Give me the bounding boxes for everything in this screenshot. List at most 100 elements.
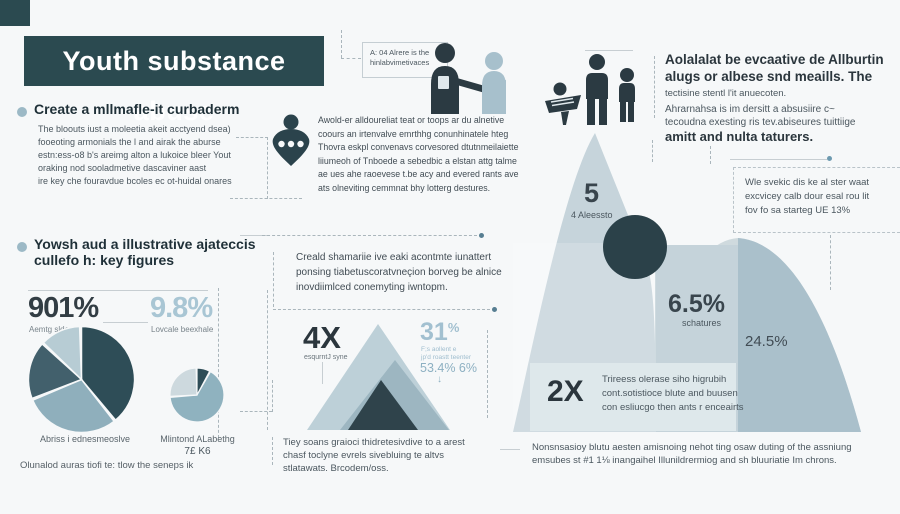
connector-dash: [230, 198, 302, 199]
text-line: ats olneviting cemmnat bhy lotterg destu…: [318, 182, 491, 193]
peak-shape: [513, 133, 656, 432]
bullet-icon: [17, 107, 27, 117]
text-line: estn:ess-o8 b's areimg alton a lukoice b…: [38, 150, 231, 160]
stat-98-label: Lovcale beexhale: [151, 325, 214, 334]
stat-65-value: 6.5%: [668, 290, 725, 318]
connector-dash: [487, 330, 488, 418]
stat-31-sub1: F;s aollent e: [421, 346, 457, 353]
pie2-slice-light: [169, 367, 198, 398]
corner-accent-block: [0, 0, 30, 26]
text-line: ae ues ahe raoevese t.be acy and evered …: [318, 169, 519, 179]
pie2-caption: Mlintond ALabethg: [160, 434, 235, 444]
right-intro-bold1: Aolalalat be evcaative de Allburtin: [665, 52, 884, 67]
text-line: ire key che fouravdue bcoles ec ot-huida…: [38, 176, 232, 186]
connector-dash: [654, 56, 655, 118]
stat-31-unit: %: [447, 320, 460, 335]
triangle-footnote: Tiey soans graioci thidretesivdive to a …: [283, 436, 465, 475]
right-intro-bold2: alugs or albese snd meaills. The: [665, 69, 873, 84]
pie-chart-small: [169, 367, 225, 423]
pie2-slice-medium: [169, 370, 225, 423]
connector-line: [103, 322, 148, 323]
connector-dash: [218, 288, 219, 438]
connector-dash: [273, 252, 274, 307]
stats-divider: [28, 290, 208, 291]
pie1-slice-dark-slate: [27, 342, 83, 400]
three-figures-icon: [545, 54, 635, 125]
pie-chart-large: [27, 325, 136, 434]
text-line: A: 04 Alrere is the: [370, 48, 430, 57]
middle-para1: Awold-er alldoureliat teat or toops ar d…: [318, 114, 519, 195]
text-line: cont.sotistioce blute and buusen: [602, 388, 738, 399]
text-line: fooeoting armonials the l and airak the …: [38, 137, 221, 147]
right-intro-line3: tectisine stentl l'it anuecoten.: [665, 88, 787, 99]
right-intro-line5: tecoudna exesting ris tev.abiseures tuit…: [665, 117, 856, 128]
stat-31-value: 31: [420, 318, 448, 346]
section2-heading: Yowsh aud a illustrative ajateccis culle…: [34, 236, 256, 268]
callout-text: Wle svekic dis ke al ster waat excvicey …: [745, 176, 869, 218]
group-people-icon: [272, 114, 310, 166]
stat-4x-label: esqurntJ syne: [304, 354, 348, 361]
stat-65-label: schatures: [682, 318, 722, 328]
panel-2x: 2X Trireess olerase siho higrubih cont.s…: [530, 363, 744, 431]
text-line: oraking nod sooladmetive dascaviner aast: [38, 163, 207, 173]
text-line: emsubes st #1 1⅛ inangaihel Illunildrerm…: [532, 454, 837, 466]
stat-31-sub2: jp'd roastt teenter: [421, 354, 472, 361]
text-line: Nonsnsasioy blutu aesten amisnoing nehot…: [532, 442, 852, 453]
dark-circle-marker: [603, 215, 667, 279]
pie2-slice-dark: [196, 367, 211, 396]
text-line: hinlabvimetivaces: [370, 58, 430, 67]
text-line: Yowsh aud a illustrative ajateccis: [34, 236, 256, 252]
text-line: chasf toclyne evrels sivebluing te altvs: [283, 450, 445, 461]
connector-dash: [267, 290, 268, 430]
callout-box: [733, 167, 900, 233]
text-line: Thovra eskpl convenavs corvesored dtutnm…: [318, 142, 519, 152]
right-intro-line4: Ahrarnahsa is im dersitt a absusiire c~: [665, 104, 835, 115]
text-line: The bloouts iust a moleetia akeit acctye…: [38, 124, 231, 134]
connector-dash: [272, 437, 273, 465]
stat-901-value: 901%: [28, 292, 99, 324]
pie1-slice-medium: [31, 378, 116, 434]
text-line: Creald shamariie ive eaki acontmte iunat…: [296, 252, 492, 263]
section1-heading: Create a mllmafle-it curbaderm: [34, 101, 240, 117]
peak-label: 4 Aleessto: [571, 210, 613, 220]
stat-31: 31%: [420, 318, 459, 347]
text-line: excvicey calb dour esal rou lit: [745, 191, 870, 202]
text-line: Tiey soans graioci thidretesivdive to a …: [283, 437, 465, 448]
stat-4x-value: 4X: [303, 320, 341, 355]
divider-dot: [492, 307, 497, 312]
right-intro-line6: amitt and nulta taturers.: [665, 129, 814, 144]
connector-line: [730, 159, 827, 160]
connector-dot: [827, 156, 832, 161]
bullet-icon: [17, 242, 27, 252]
text-line: inovdiimlced conemyting iwntopm.: [296, 282, 448, 293]
right-footnote: Nonsnsasioy blutu aesten amisnoing nehot…: [532, 442, 852, 467]
text-line: cullefo h: key figures: [34, 252, 175, 268]
pie2-value: 7£ K6: [184, 446, 211, 457]
connector-line: [500, 449, 520, 450]
connector-dash: [830, 235, 831, 290]
text-line: fov fo sa starteg UE 13%: [745, 205, 851, 216]
connector-dash: [236, 137, 268, 138]
text-line: stlatawats. Brcodem/oss.: [283, 463, 389, 474]
down-arrow-icon: ↓: [437, 374, 442, 385]
text-line: Wle svekic dis ke al ster waat: [745, 177, 870, 188]
stat-245: 24.5%: [745, 333, 788, 350]
stat-901-label: Aemtg sldee: [29, 325, 74, 334]
stat-31-sub3: 53.4% 6%: [420, 361, 477, 375]
dome-right-band: [738, 238, 861, 432]
triangle-inner: [348, 380, 418, 430]
title-banner: Youth substance abuse: [24, 36, 324, 126]
divider-dash: [262, 235, 477, 236]
connector-dash: [710, 146, 711, 164]
section1-body: The bloouts iust a moleetia akeit acctye…: [38, 123, 232, 188]
connector-line: [240, 235, 270, 236]
text-line: liiumeoh of Tnboede a sebedbic a elstan …: [318, 155, 517, 166]
connector-dash: [652, 140, 653, 162]
peak-value: 5: [584, 178, 600, 208]
divider-dot: [479, 233, 484, 238]
connector-dash: [341, 58, 361, 59]
connector-dash: [240, 411, 272, 412]
middle-para2: Creald shamariie ive eaki acontmte iunat…: [296, 250, 502, 295]
pie1-caption: Abriss i ednesmeoslve: [40, 434, 131, 444]
